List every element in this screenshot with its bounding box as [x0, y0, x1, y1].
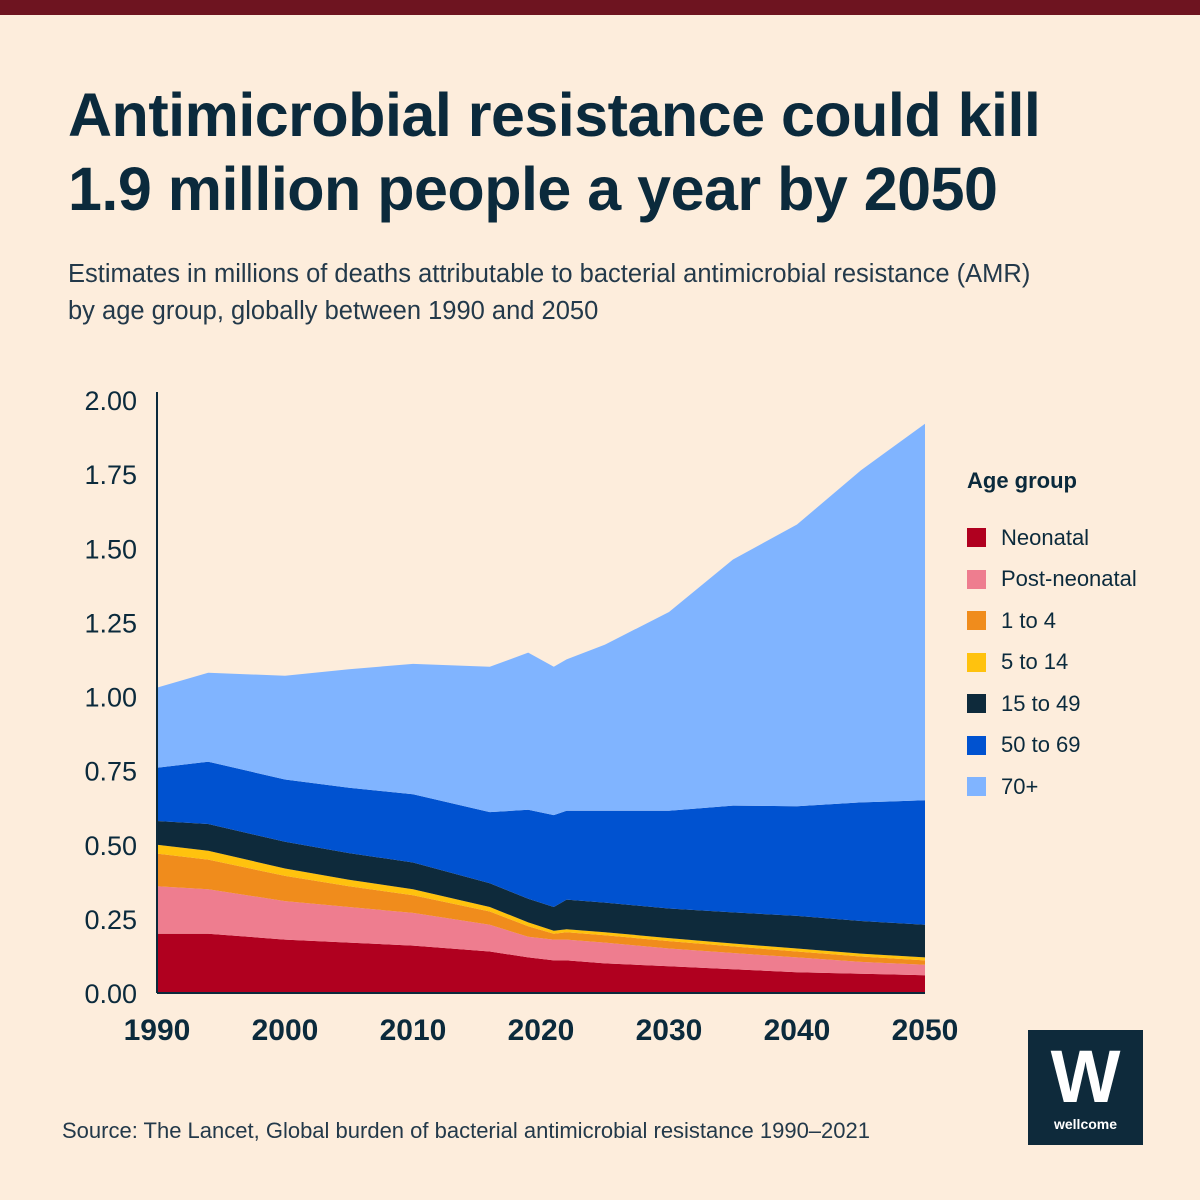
legend-items: Neonatal Post-neonatal 1 to 4 5 to 14 15 to … [967, 517, 1137, 808]
legend-swatch [967, 777, 986, 797]
y-tick-label: 0.25 [84, 905, 137, 935]
area-layers [157, 423, 925, 993]
chart-title: Antimicrobial resistance could kill 1.9 … [68, 78, 1168, 226]
legend-item: 15 to 49 [967, 683, 1137, 725]
y-tick-label: 0.00 [84, 979, 137, 1009]
y-tick-label: 1.00 [84, 683, 137, 713]
legend-item: Post-neonatal [967, 559, 1137, 601]
legend-swatch [967, 694, 986, 714]
y-tick-label: 2.00 [84, 386, 137, 416]
legend-item: Neonatal [967, 517, 1137, 559]
legend-label: Neonatal [1001, 524, 1090, 550]
y-tick-label: 0.50 [84, 831, 137, 861]
legend-swatch [967, 611, 986, 631]
legend-item: 1 to 4 [967, 600, 1137, 642]
title-line-2: 1.9 million people a year by 2050 [68, 155, 998, 223]
x-tick-label: 2020 [508, 1014, 575, 1047]
top-accent-bar [0, 0, 1200, 15]
chart-subtitle: Estimates in millions of deaths attribut… [68, 260, 1031, 325]
legend-label: 70+ [1001, 773, 1039, 799]
wellcome-logo: W wellcome [1028, 1030, 1143, 1145]
x-tick-label: 2030 [636, 1014, 703, 1047]
y-tick-label: 1.75 [84, 460, 137, 490]
legend-item: 5 to 14 [967, 642, 1137, 684]
axes: 0.00 0.25 0.50 0.75 1.00 1.25 1.50 1.75 2.00 1990… [84, 386, 958, 1047]
legend-swatch [967, 652, 986, 672]
x-tick-label: 2040 [764, 1014, 831, 1047]
legend-swatch [967, 569, 986, 589]
area-post-neonatal [157, 886, 925, 976]
legend-label: Post-neonatal [1001, 566, 1137, 592]
y-tick-label: 0.75 [84, 757, 137, 787]
source-note: Source: The Lancet, Global burden of bac… [62, 1118, 870, 1143]
legend-label: 15 to 49 [1001, 690, 1081, 716]
x-tick-label: 2050 [892, 1014, 959, 1047]
legend-item: 50 to 69 [967, 725, 1137, 767]
legend-swatch [967, 735, 986, 755]
legend-label: 1 to 4 [1001, 607, 1057, 633]
legend-label: 50 to 69 [1001, 732, 1081, 758]
area-15-to-49 [157, 821, 925, 958]
logo-wordmark: wellcome [1053, 1116, 1118, 1132]
area-neonatal [157, 933, 925, 993]
legend-swatch [967, 528, 986, 548]
y-tick-label: 1.25 [84, 608, 137, 638]
x-tick-label: 1990 [124, 1014, 191, 1047]
legend: Age group Neonatal Post-neonatal 1 to 4 5 t… [967, 468, 1137, 808]
legend-title: Age group [967, 468, 1077, 493]
legend-label: 5 to 14 [1001, 649, 1069, 675]
y-tick-label: 1.50 [84, 534, 137, 564]
legend-item: 70+ [967, 766, 1137, 808]
x-tick-label: 2010 [380, 1014, 447, 1047]
area-70- [157, 423, 925, 816]
x-tick-label: 2000 [252, 1014, 319, 1047]
area-50-to-69 [157, 761, 925, 925]
logo-mark: W [1050, 1035, 1121, 1118]
title-line-1: Antimicrobial resistance could kill [68, 81, 1041, 149]
